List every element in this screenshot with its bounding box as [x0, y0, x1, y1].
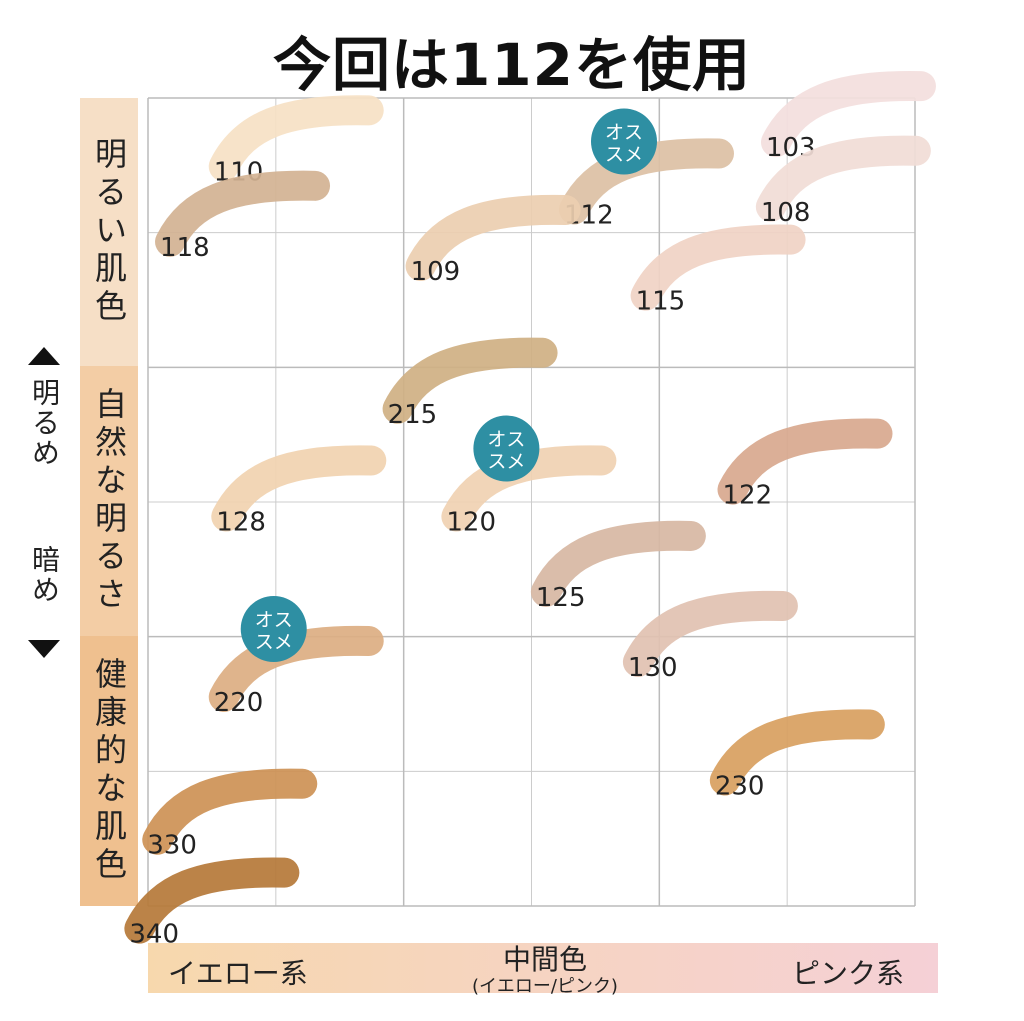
- point-label-230: 230: [715, 771, 765, 801]
- swatch-340: [124, 857, 300, 944]
- swatch-109: [405, 194, 581, 282]
- y-band-bright-label: 明るい肌色: [90, 137, 128, 327]
- y-band-natural-label: 自然な明るさ: [90, 387, 128, 615]
- swatch-128: [211, 445, 387, 532]
- arrow-down-icon: [28, 640, 60, 658]
- point-label-109: 109: [411, 257, 461, 287]
- point-label-118: 118: [160, 233, 210, 263]
- y-band-healthy-label: 健康的な肌色: [90, 657, 128, 885]
- swatch-215: [382, 337, 558, 424]
- x-label-neutral-sub: (イエロー/ピンク): [472, 976, 618, 997]
- swatch-115: [630, 224, 806, 311]
- arrow-up-icon: [28, 347, 60, 365]
- side-label-dark: 暗め: [28, 545, 61, 605]
- x-axis-band: [148, 943, 938, 993]
- y-band-healthy: 健康的な肌色: [80, 636, 138, 906]
- side-label-light: 明るめ: [28, 378, 61, 468]
- swatch-110: [208, 95, 384, 182]
- recommend-badge-text-top-120: オス: [487, 429, 525, 451]
- swatch-108: [755, 135, 931, 222]
- recommend-badge-220: [240, 595, 307, 662]
- recommend-badge-text-top-112: オス: [605, 121, 643, 143]
- swatch-125: [530, 520, 706, 607]
- recommend-badge-text-bottom-120: スメ: [487, 451, 525, 473]
- x-label-neutral: 中間色: [502, 943, 587, 976]
- swatch-230: [709, 709, 885, 796]
- swatch-118: [155, 170, 331, 257]
- point-label-115: 115: [636, 287, 686, 317]
- swatch-122: [717, 418, 893, 505]
- recommend-badge-text-top-220: オス: [255, 609, 293, 631]
- y-band-natural: 自然な明るさ: [80, 366, 138, 636]
- swatch-330: [142, 768, 318, 855]
- y-band-bright: 明るい肌色: [80, 98, 138, 366]
- point-label-122: 122: [723, 481, 773, 511]
- swatch-130: [622, 590, 798, 677]
- point-label-128: 128: [216, 508, 266, 538]
- point-label-120: 120: [446, 508, 496, 538]
- point-label-125: 125: [536, 583, 586, 613]
- point-label-330: 330: [147, 831, 197, 861]
- recommend-badge-112: [590, 108, 657, 175]
- point-label-130: 130: [628, 653, 678, 683]
- point-label-108: 108: [761, 198, 811, 228]
- recommend-badge-text-bottom-220: スメ: [255, 631, 293, 653]
- page-title: 今回は112を使用: [272, 31, 752, 99]
- recommend-badge-text-bottom-112: スメ: [605, 143, 643, 165]
- x-label-yellow: イエロー系: [168, 957, 308, 990]
- point-label-215: 215: [388, 400, 438, 430]
- swatch-103: [760, 71, 936, 158]
- x-label-pink: ピンク系: [792, 957, 905, 990]
- recommend-badge-120: [473, 415, 540, 482]
- point-label-220: 220: [214, 688, 264, 718]
